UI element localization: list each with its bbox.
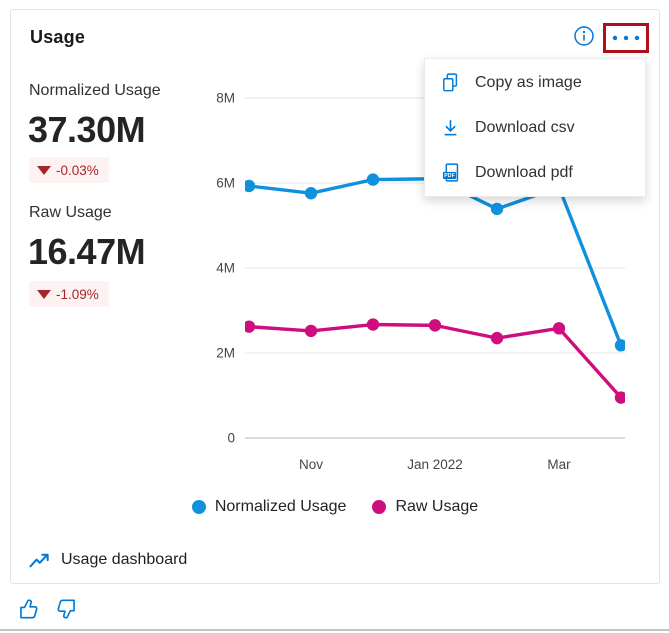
card-title: Usage (30, 27, 86, 47)
menu-item-download-csv[interactable]: Download csv (425, 105, 645, 150)
menu-item-label: Download csv (475, 118, 575, 136)
series-line-raw-usage (248, 322, 623, 399)
chart-legend: Normalized Usage Raw Usage (11, 498, 659, 516)
metric-delta-raw: -1.09% (56, 286, 99, 302)
feedback-bar (13, 594, 82, 624)
triangle-down-icon (37, 289, 51, 299)
metric-delta-badge-raw: -1.09% (29, 281, 109, 307)
metric-value-normalized: 37.30M (28, 109, 146, 150)
y-tick-label: 2M (216, 346, 235, 361)
thumbs-up-button[interactable] (13, 594, 43, 624)
data-point-normalized-usage[interactable] (304, 187, 318, 200)
info-button[interactable] (572, 24, 596, 48)
y-tick-label: 4M (216, 261, 235, 276)
copy-icon (443, 73, 458, 92)
x-tick-label: Nov (299, 457, 323, 472)
usage-card: Usage Normalized Usage 37.30M -0.03% Raw… (10, 9, 660, 584)
data-point-normalized-usage[interactable] (366, 173, 380, 186)
metric-label-raw: Raw Usage (29, 204, 112, 221)
x-tick-label: Mar (547, 457, 571, 472)
metric-delta-normalized: -0.03% (56, 162, 99, 178)
usage-dashboard-link[interactable]: Usage dashboard (29, 551, 187, 569)
metric-value-raw: 16.47M (28, 231, 146, 272)
menu-item-download-pdf[interactable]: PDF Download pdf (425, 150, 645, 195)
usage-dashboard-label: Usage dashboard (61, 551, 188, 568)
ellipsis-icon (612, 35, 640, 41)
data-point-raw-usage[interactable] (552, 322, 566, 335)
pdf-icon: PDF (442, 163, 459, 182)
thumbs-down-icon (57, 599, 75, 619)
data-point-raw-usage[interactable] (614, 391, 627, 404)
menu-item-label: Download pdf (475, 163, 573, 181)
legend-label-normalized: Normalized Usage (214, 498, 347, 515)
trending-up-icon (29, 553, 49, 567)
legend-label-raw: Raw Usage (395, 498, 479, 515)
menu-item-copy-as-image[interactable]: Copy as image (425, 60, 645, 105)
data-point-raw-usage[interactable] (490, 331, 504, 345)
legend-dot-raw (372, 500, 387, 514)
menu-item-label: Copy as image (475, 73, 582, 91)
y-tick-label: 0 (227, 431, 235, 446)
context-menu: Copy as image Download csv PDF Download … (424, 58, 646, 197)
download-icon (444, 120, 457, 136)
metric-delta-badge-normalized: -0.03% (29, 157, 109, 183)
metric-label-normalized: Normalized Usage (29, 82, 161, 99)
y-tick-label: 8M (216, 91, 235, 106)
data-point-raw-usage[interactable] (366, 318, 380, 331)
data-point-normalized-usage[interactable] (614, 339, 627, 352)
y-tick-label: 6M (216, 176, 235, 191)
data-point-raw-usage[interactable] (428, 319, 442, 332)
bottom-divider (0, 629, 669, 631)
legend-item-normalized[interactable]: Normalized Usage (191, 498, 347, 516)
triangle-down-icon (37, 165, 51, 175)
legend-item-raw[interactable]: Raw Usage (372, 498, 478, 516)
svg-text:PDF: PDF (444, 173, 455, 179)
more-options-button[interactable] (603, 23, 649, 53)
thumbs-down-button[interactable] (52, 594, 82, 624)
data-point-normalized-usage[interactable] (243, 179, 256, 193)
info-icon (574, 26, 594, 46)
series-line-normalized-usage (248, 177, 623, 346)
data-point-normalized-usage[interactable] (490, 202, 504, 216)
legend-dot-normalized (191, 500, 206, 514)
data-point-raw-usage[interactable] (243, 320, 256, 333)
thumbs-up-icon (20, 599, 38, 619)
data-point-raw-usage[interactable] (304, 324, 318, 338)
x-tick-label: Jan 2022 (407, 457, 463, 472)
